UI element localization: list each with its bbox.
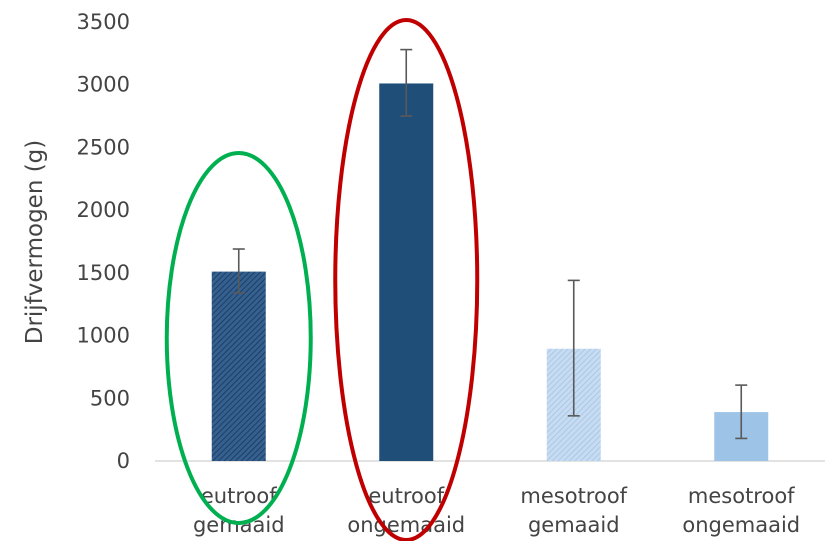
- category-label-line2: ongemaaid: [682, 513, 800, 537]
- highlight-ellipse: [164, 151, 313, 525]
- category-label-line2: gemaaid: [528, 513, 620, 537]
- category-label-line1: mesotroof: [520, 484, 627, 508]
- error-bar: [567, 279, 580, 417]
- error-bar: [400, 48, 413, 117]
- y-axis-ticks: 0 500 1000 1500 2000 2500 3000 3500: [77, 10, 130, 473]
- y-tick-label: 2000: [77, 198, 130, 222]
- highlight-ellipses: [164, 18, 480, 541]
- category-label-line1: mesotroof: [688, 484, 795, 508]
- y-tick-label: 3500: [77, 10, 130, 34]
- y-tick-label: 1000: [77, 324, 130, 348]
- y-tick-label: 2500: [77, 135, 130, 159]
- error-bars-layer: [232, 48, 748, 440]
- error-bar: [232, 248, 245, 294]
- y-tick-label: 1500: [77, 261, 130, 285]
- y-axis-label: Drijfvermogen (g): [22, 140, 48, 345]
- bars-layer: [211, 83, 769, 462]
- highlight-ellipse: [333, 18, 480, 541]
- error-bar: [735, 384, 748, 440]
- y-tick-label: 500: [90, 386, 130, 410]
- category-label-line2: ongemaaid: [347, 513, 465, 537]
- bar: [211, 271, 266, 461]
- category-label-line1: eutroof: [368, 484, 444, 508]
- category-label-line1: eutroof: [201, 484, 277, 508]
- bar: [379, 83, 434, 462]
- y-tick-label: 0: [117, 449, 130, 473]
- category-labels: eutroofgemaaideutroofongemaaidmesotroofg…: [193, 484, 800, 537]
- y-tick-label: 3000: [77, 73, 130, 97]
